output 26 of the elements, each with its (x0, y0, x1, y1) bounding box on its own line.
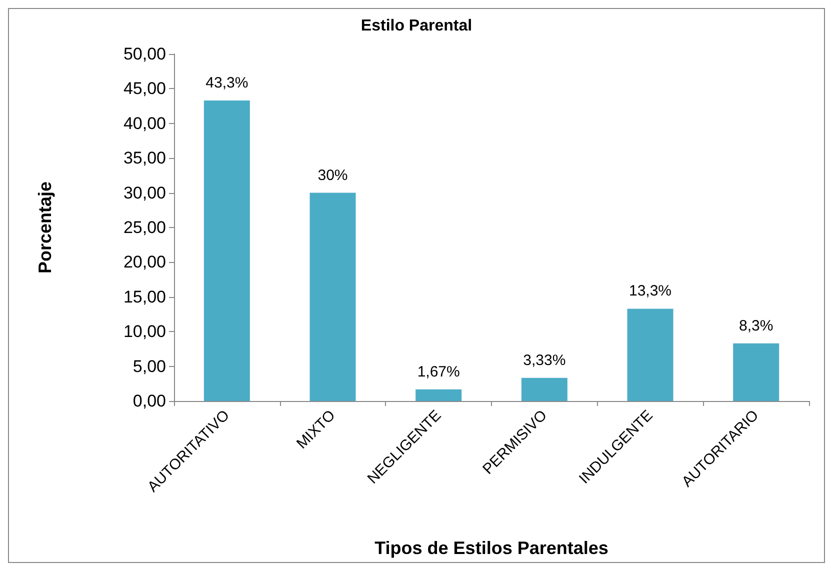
y-tick-label: 5,00 (132, 356, 166, 376)
data-label: 13,3% (628, 282, 672, 300)
bar (204, 100, 250, 401)
y-tick-label: 30,00 (123, 183, 166, 202)
y-tick-label: 10,00 (123, 322, 166, 342)
y-tick-label: 15,00 (123, 287, 166, 306)
y-tick-label: 25,00 (123, 218, 166, 237)
y-tick-label: 40,00 (123, 114, 166, 133)
bar (733, 343, 780, 401)
y-axis-title: Porcentaje (35, 181, 55, 274)
bar (521, 378, 568, 401)
y-tick-label: 45,00 (123, 79, 166, 98)
data-label: 8,3% (738, 317, 774, 334)
data-label: 3,33% (523, 352, 566, 369)
chart-title: Estilo Parental (360, 18, 472, 34)
data-label: 30% (318, 166, 348, 184)
bar (310, 192, 356, 401)
data-label: 1,67% (417, 363, 460, 380)
x-axis-title: Tipos de Estilos Parentales (374, 538, 608, 558)
y-tick-label: 0,00 (132, 392, 166, 410)
data-label: 43,3% (206, 74, 248, 92)
bar (627, 308, 674, 401)
y-tick-label: 35,00 (123, 148, 166, 168)
y-tick-label: 50,00 (123, 44, 166, 64)
y-tick-label: 20,00 (123, 252, 166, 272)
bar (416, 389, 462, 401)
